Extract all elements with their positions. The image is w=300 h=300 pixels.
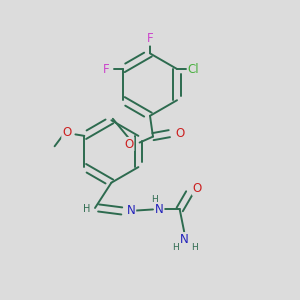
Text: H: H [191, 243, 198, 252]
Text: Cl: Cl [188, 62, 199, 76]
Text: F: F [103, 62, 110, 76]
Text: F: F [147, 32, 153, 45]
Text: H: H [151, 195, 158, 204]
Text: O: O [175, 127, 184, 140]
Text: N: N [180, 233, 189, 246]
Text: O: O [124, 138, 134, 151]
Text: N: N [127, 204, 136, 218]
Text: H: H [83, 204, 90, 214]
Text: H: H [172, 243, 178, 252]
Text: N: N [155, 203, 164, 216]
Text: O: O [192, 182, 202, 195]
Text: O: O [62, 126, 71, 140]
